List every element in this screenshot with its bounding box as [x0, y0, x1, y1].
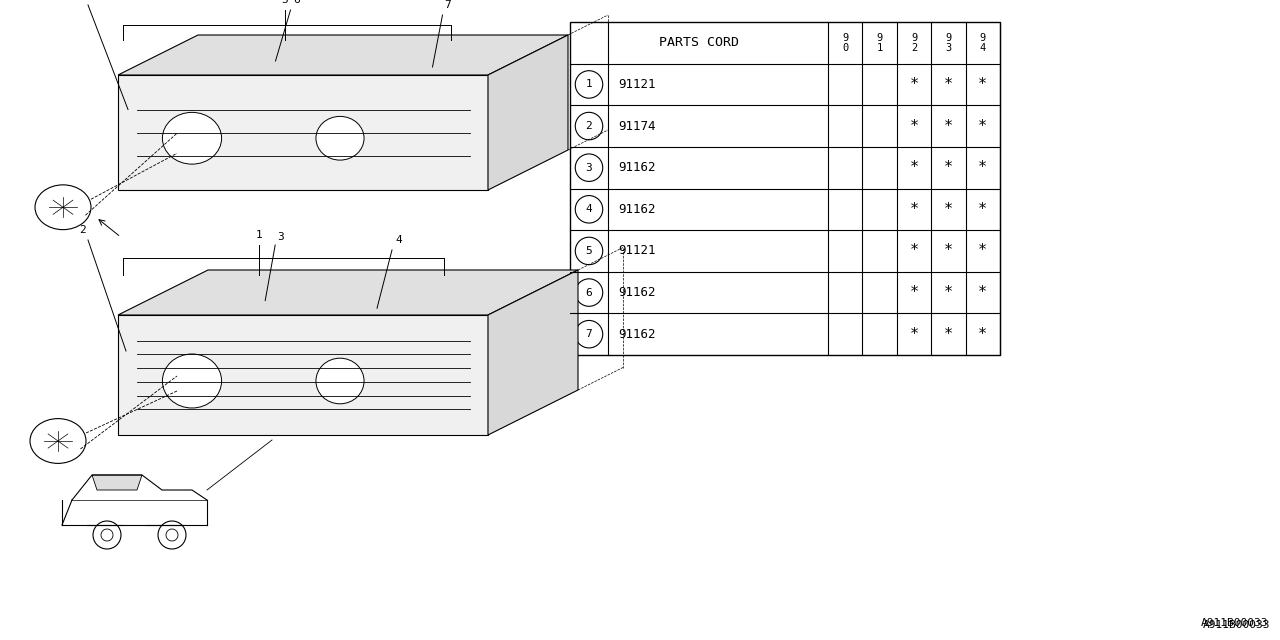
Text: *: *: [943, 118, 954, 134]
Text: 91162: 91162: [618, 161, 655, 174]
Circle shape: [166, 529, 178, 541]
Polygon shape: [92, 475, 142, 490]
Polygon shape: [118, 75, 488, 190]
Circle shape: [157, 521, 186, 549]
Text: *: *: [909, 160, 919, 175]
Polygon shape: [488, 35, 568, 190]
Text: 91121: 91121: [618, 78, 655, 91]
Text: 3: 3: [586, 163, 593, 173]
Text: 91162: 91162: [618, 286, 655, 299]
Text: 7: 7: [586, 329, 593, 339]
Text: 4: 4: [586, 204, 593, 214]
Text: *: *: [909, 326, 919, 342]
Text: 9
3: 9 3: [945, 33, 951, 53]
Ellipse shape: [163, 354, 221, 408]
Text: *: *: [943, 326, 954, 342]
Text: *: *: [978, 243, 987, 259]
Text: 1: 1: [586, 79, 593, 90]
Polygon shape: [118, 270, 579, 315]
Text: *: *: [943, 160, 954, 175]
Text: 1: 1: [255, 230, 262, 240]
Text: 9
1: 9 1: [877, 33, 883, 53]
Text: 5: 5: [282, 0, 288, 5]
Text: 91162: 91162: [618, 203, 655, 216]
Text: A911B00033: A911B00033: [1202, 620, 1270, 630]
Polygon shape: [118, 35, 568, 75]
Text: *: *: [978, 285, 987, 300]
Text: 6: 6: [586, 287, 593, 298]
Text: 7: 7: [444, 0, 452, 10]
Circle shape: [101, 529, 113, 541]
Text: 2: 2: [79, 225, 86, 235]
Ellipse shape: [316, 116, 364, 160]
Text: 6: 6: [293, 0, 301, 5]
Circle shape: [93, 521, 122, 549]
Text: *: *: [943, 77, 954, 92]
Text: 91174: 91174: [618, 120, 655, 132]
Text: *: *: [943, 285, 954, 300]
Ellipse shape: [35, 185, 91, 230]
Text: *: *: [943, 243, 954, 259]
Text: *: *: [909, 202, 919, 217]
Bar: [570, 22, 1000, 355]
Text: 3: 3: [278, 232, 284, 242]
Text: PARTS CORD: PARTS CORD: [659, 36, 739, 49]
Ellipse shape: [29, 419, 86, 463]
Text: 9
4: 9 4: [979, 33, 986, 53]
Text: 5: 5: [586, 246, 593, 256]
Text: *: *: [978, 160, 987, 175]
Text: 2: 2: [586, 121, 593, 131]
Text: *: *: [978, 326, 987, 342]
Polygon shape: [118, 315, 488, 435]
Text: A911B00033: A911B00033: [1201, 618, 1268, 628]
Text: *: *: [943, 202, 954, 217]
Ellipse shape: [163, 113, 221, 164]
Text: 91121: 91121: [618, 244, 655, 257]
Polygon shape: [488, 270, 579, 435]
Text: *: *: [909, 77, 919, 92]
Text: *: *: [909, 118, 919, 134]
Text: 4: 4: [396, 235, 402, 245]
Text: 9
0: 9 0: [842, 33, 849, 53]
Text: *: *: [909, 243, 919, 259]
Text: *: *: [909, 285, 919, 300]
Text: 91162: 91162: [618, 328, 655, 340]
Text: *: *: [978, 118, 987, 134]
Text: *: *: [978, 202, 987, 217]
Text: *: *: [978, 77, 987, 92]
Ellipse shape: [316, 358, 364, 404]
Text: 9
2: 9 2: [911, 33, 918, 53]
